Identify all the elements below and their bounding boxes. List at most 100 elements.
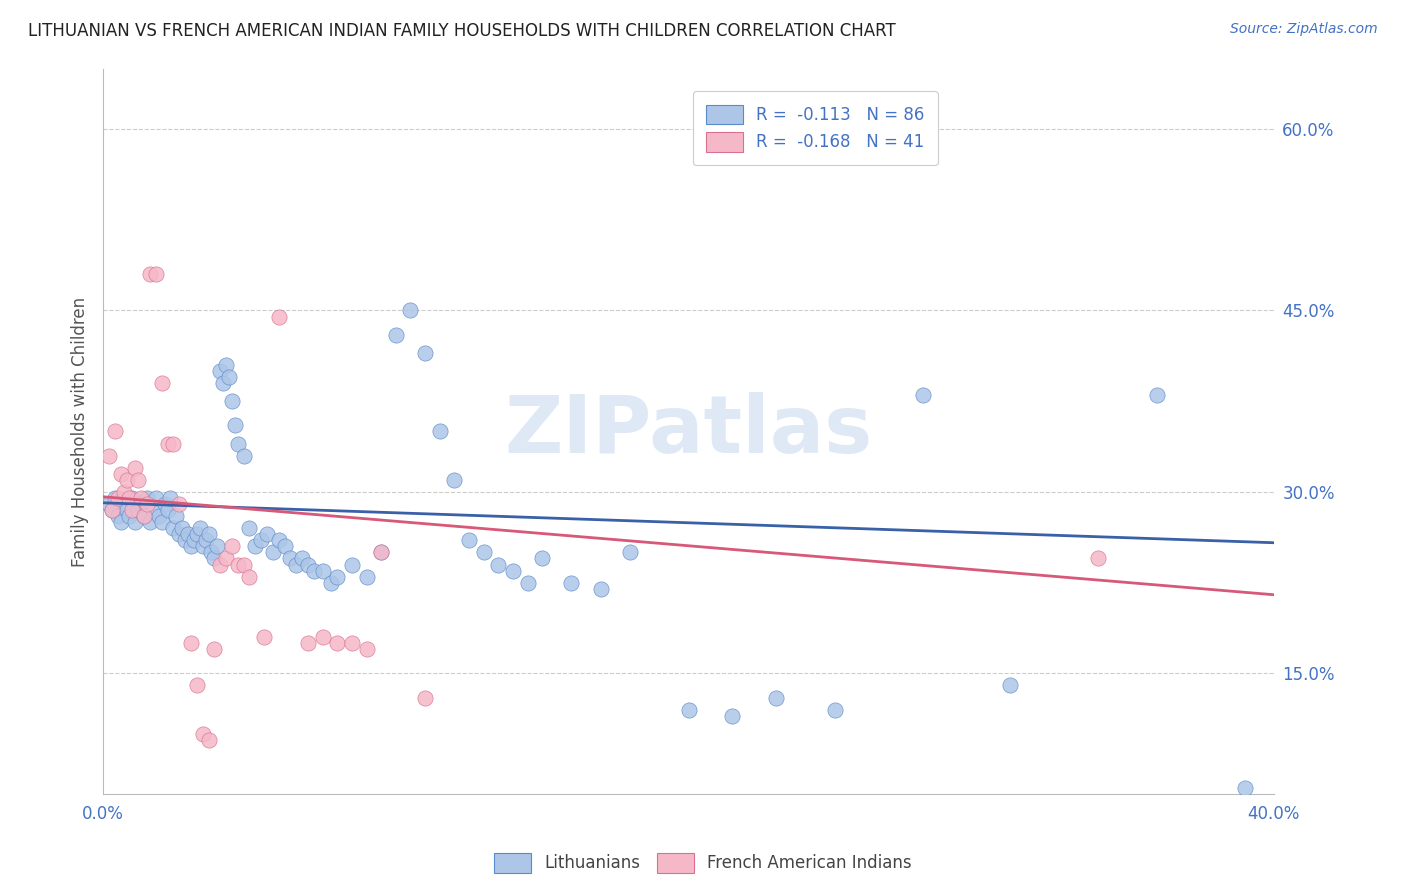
Point: [194, 533, 217, 548]
Point: [209, 364, 232, 378]
Point: [502, 564, 524, 578]
Point: [267, 310, 290, 324]
Point: [226, 558, 249, 572]
Point: [1000, 678, 1022, 692]
Point: [101, 503, 124, 517]
Point: [200, 545, 222, 559]
Point: [370, 545, 392, 559]
Point: [385, 327, 408, 342]
Point: [262, 545, 284, 559]
Point: [399, 303, 422, 318]
Point: [326, 569, 349, 583]
Point: [297, 636, 319, 650]
Point: [153, 497, 176, 511]
Point: [280, 551, 302, 566]
Point: [356, 569, 378, 583]
Point: [824, 703, 846, 717]
Point: [107, 491, 129, 505]
Point: [188, 521, 211, 535]
Point: [472, 545, 495, 559]
Point: [226, 436, 249, 450]
Point: [186, 527, 208, 541]
Point: [156, 436, 179, 450]
Point: [1146, 388, 1168, 402]
Point: [112, 497, 135, 511]
Point: [202, 551, 225, 566]
Legend: Lithuanians, French American Indians: Lithuanians, French American Indians: [488, 847, 918, 880]
Point: [118, 491, 141, 505]
Point: [311, 564, 333, 578]
Point: [765, 690, 787, 705]
Point: [245, 540, 267, 554]
Point: [101, 503, 124, 517]
Point: [267, 533, 290, 548]
Point: [104, 425, 127, 439]
Point: [112, 484, 135, 499]
Point: [291, 551, 314, 566]
Point: [145, 267, 167, 281]
Point: [340, 558, 363, 572]
Point: [429, 425, 451, 439]
Point: [560, 575, 582, 590]
Point: [132, 509, 155, 524]
Point: [340, 636, 363, 650]
Point: [516, 575, 538, 590]
Point: [413, 346, 436, 360]
Point: [180, 636, 202, 650]
Point: [215, 551, 238, 566]
Point: [1087, 551, 1109, 566]
Point: [129, 497, 152, 511]
Point: [174, 533, 197, 548]
Legend: R =  -0.113   N = 86, R =  -0.168   N = 41: R = -0.113 N = 86, R = -0.168 N = 41: [693, 91, 938, 165]
Point: [121, 503, 143, 517]
Point: [156, 503, 179, 517]
Point: [150, 376, 173, 390]
Point: [110, 467, 132, 481]
Text: ZIPatlas: ZIPatlas: [505, 392, 873, 470]
Point: [224, 418, 246, 433]
Point: [110, 515, 132, 529]
Point: [162, 436, 184, 450]
Point: [458, 533, 481, 548]
Point: [136, 497, 159, 511]
Point: [207, 540, 229, 554]
Point: [139, 515, 162, 529]
Point: [413, 690, 436, 705]
Point: [619, 545, 641, 559]
Point: [118, 509, 141, 524]
Point: [370, 545, 392, 559]
Point: [150, 515, 173, 529]
Point: [98, 449, 121, 463]
Point: [115, 473, 138, 487]
Point: [104, 491, 127, 505]
Point: [238, 569, 260, 583]
Point: [321, 575, 343, 590]
Point: [302, 564, 325, 578]
Point: [589, 582, 612, 596]
Point: [145, 491, 167, 505]
Point: [124, 460, 146, 475]
Point: [273, 540, 295, 554]
Point: [202, 642, 225, 657]
Point: [486, 558, 509, 572]
Point: [165, 509, 187, 524]
Point: [127, 503, 149, 517]
Point: [132, 509, 155, 524]
Point: [250, 533, 273, 548]
Point: [183, 533, 205, 548]
Y-axis label: Family Households with Children: Family Households with Children: [72, 296, 89, 566]
Point: [121, 491, 143, 505]
Point: [232, 558, 254, 572]
Point: [209, 558, 232, 572]
Point: [177, 527, 200, 541]
Point: [191, 727, 214, 741]
Point: [167, 527, 190, 541]
Point: [911, 388, 934, 402]
Point: [148, 509, 170, 524]
Text: Source: ZipAtlas.com: Source: ZipAtlas.com: [1230, 22, 1378, 37]
Point: [721, 708, 744, 723]
Point: [443, 473, 465, 487]
Point: [167, 497, 190, 511]
Point: [1233, 781, 1256, 796]
Point: [191, 540, 214, 554]
